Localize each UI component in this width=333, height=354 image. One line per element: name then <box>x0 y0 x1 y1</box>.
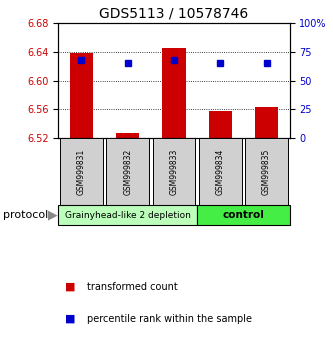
Text: GSM999834: GSM999834 <box>216 148 225 195</box>
FancyBboxPatch shape <box>107 138 149 205</box>
Text: ■: ■ <box>65 282 76 292</box>
Text: ■: ■ <box>65 314 76 324</box>
Text: control: control <box>222 210 264 220</box>
Bar <box>116 133 139 138</box>
Bar <box>255 107 278 138</box>
Text: Grainyhead-like 2 depletion: Grainyhead-like 2 depletion <box>65 211 191 219</box>
Bar <box>70 53 93 138</box>
Text: GSM999833: GSM999833 <box>169 148 178 195</box>
Text: ▶: ▶ <box>48 209 57 222</box>
FancyBboxPatch shape <box>153 138 195 205</box>
FancyBboxPatch shape <box>58 205 197 225</box>
Bar <box>209 111 232 138</box>
FancyBboxPatch shape <box>60 138 103 205</box>
FancyBboxPatch shape <box>197 205 290 225</box>
Text: GSM999835: GSM999835 <box>262 148 271 195</box>
Text: percentile rank within the sample: percentile rank within the sample <box>87 314 251 324</box>
Title: GDS5113 / 10578746: GDS5113 / 10578746 <box>99 6 249 21</box>
FancyBboxPatch shape <box>245 138 288 205</box>
Text: GSM999831: GSM999831 <box>77 149 86 195</box>
Text: GSM999832: GSM999832 <box>123 149 132 195</box>
Text: transformed count: transformed count <box>87 282 177 292</box>
FancyBboxPatch shape <box>199 138 241 205</box>
Text: protocol: protocol <box>3 210 49 220</box>
Bar <box>163 48 185 138</box>
